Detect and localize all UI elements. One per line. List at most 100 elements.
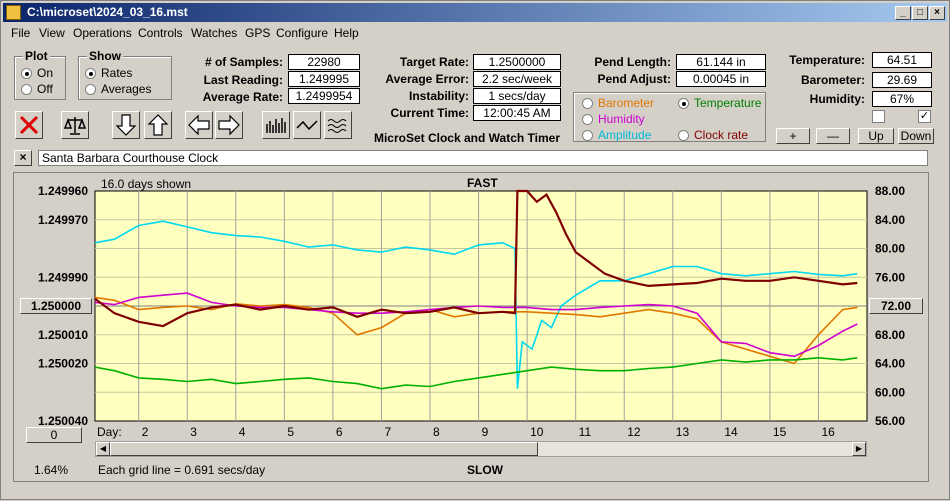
radio-dot	[582, 114, 593, 125]
watch-close-button[interactable]: ×	[14, 150, 32, 166]
show-rates-radio[interactable]: Rates	[85, 66, 132, 80]
days-shown-label: 16.0 days shown	[101, 177, 192, 191]
left-tick-label: 1.250020	[38, 357, 88, 371]
right-tick-label: 56.00	[875, 414, 905, 428]
day-tick-label: 7	[384, 425, 391, 439]
target-rate-field[interactable]: 1.2500000	[473, 54, 561, 70]
minus-button[interactable]: —	[816, 128, 850, 144]
bar-chart-icon	[266, 118, 286, 133]
line-view-button[interactable]	[293, 111, 321, 139]
left-scroll-value[interactable]: 0	[26, 427, 82, 443]
plot-off-radio[interactable]: Off	[21, 82, 53, 96]
menu-gps[interactable]: GPS	[245, 26, 271, 40]
temperature-label: Temperature:	[789, 53, 865, 67]
clock-rate-radio[interactable]: Clock rate	[678, 128, 748, 142]
plus-button[interactable]: +	[776, 128, 810, 144]
show-averages-radio[interactable]: Averages	[85, 82, 151, 96]
env-checkbox-2[interactable]: ✓	[918, 110, 931, 123]
day-label: Day:	[97, 425, 122, 439]
arrow-down-icon	[115, 114, 137, 136]
temperature-radio[interactable]: Temperature	[678, 96, 761, 110]
window-title: C:\microset\2024_03_16.mst	[27, 5, 188, 19]
menu-view[interactable]: View	[39, 26, 65, 40]
stop-button[interactable]	[15, 111, 43, 139]
show-group-title: Show	[87, 49, 123, 63]
center-temp-button[interactable]: 72.00	[869, 298, 923, 314]
barometer-radio[interactable]: Barometer	[582, 96, 654, 110]
right-tick-label: 68.00	[875, 328, 905, 342]
pend-length-field[interactable]: 61.144 in	[676, 54, 766, 70]
day-tick-label: 9	[482, 425, 489, 439]
series-line	[94, 220, 858, 389]
menu-controls[interactable]: Controls	[138, 26, 183, 40]
menu-file[interactable]: File	[11, 26, 31, 40]
show-group: Show Rates Averages	[78, 49, 172, 100]
app-icon	[6, 5, 21, 20]
left-tick-label: 1.250040	[38, 414, 88, 428]
left-tick-label: 1.249970	[38, 213, 88, 227]
instability-field: 1 secs/day	[473, 88, 561, 104]
down-button[interactable]: Down	[898, 128, 934, 144]
last-reading-field: 1.249995	[288, 71, 360, 87]
target-rate-label: Target Rate:	[399, 55, 469, 69]
menu-watches[interactable]: Watches	[191, 26, 238, 40]
watch-name-field[interactable]: Santa Barbara Courthouse Clock	[38, 150, 928, 166]
menu-operations[interactable]: Operations	[73, 26, 132, 40]
wave-view-button[interactable]	[324, 111, 352, 139]
radio-dot	[678, 98, 689, 109]
day-tick-label: 6	[336, 425, 343, 439]
right-tick-label: 84.00	[875, 213, 905, 227]
barometer-field: 29.69	[872, 72, 932, 88]
plot-on-radio[interactable]: On	[21, 66, 53, 80]
day-tick-label: 3	[190, 425, 197, 439]
fast-label: FAST	[467, 176, 498, 190]
series-line	[94, 356, 858, 390]
scroll-thumb[interactable]	[110, 442, 538, 456]
arrow-right-button[interactable]	[215, 111, 243, 139]
day-tick-label: 13	[676, 425, 690, 439]
balance-button[interactable]	[61, 111, 89, 139]
slow-label: SLOW	[467, 463, 503, 477]
last-reading-label: Last Reading:	[203, 73, 283, 87]
pend-length-label: Pend Length:	[594, 55, 671, 69]
arrow-up-button[interactable]	[144, 111, 172, 139]
bars-view-button[interactable]	[262, 111, 290, 139]
radio-dot	[21, 84, 32, 95]
scroll-left-icon[interactable]: ◀	[96, 442, 110, 456]
title-bar: C:\microset\2024_03_16.mst _ □ ×	[3, 3, 947, 22]
arrow-down-button[interactable]	[112, 111, 140, 139]
maximize-button[interactable]: □	[912, 6, 928, 20]
chart-scrollbar[interactable]: ◀ ▶	[95, 441, 867, 457]
center-rate-button[interactable]: 1.250000	[20, 298, 92, 314]
radio-dot	[582, 130, 593, 141]
scroll-right-icon[interactable]: ▶	[852, 442, 866, 456]
right-tick-label: 76.00	[875, 270, 905, 284]
day-tick-label: 14	[724, 425, 738, 439]
app-caption: MicroSet Clock and Watch Timer	[373, 131, 561, 145]
plot-group: Plot On Off	[14, 49, 66, 100]
arrow-left-icon	[188, 114, 210, 136]
humidity-radio[interactable]: Humidity	[582, 112, 645, 126]
series-line	[94, 292, 858, 358]
menu-help[interactable]: Help	[334, 26, 359, 40]
left-tick-label: 1.249990	[38, 270, 88, 284]
close-button[interactable]: ×	[929, 6, 945, 20]
menu-bar: File View Operations Controls Watches GP…	[3, 23, 947, 43]
day-tick-label: 16	[821, 425, 835, 439]
amplitude-radio[interactable]: Amplitude	[582, 128, 651, 142]
radio-dot	[21, 68, 32, 79]
pend-adjust-field[interactable]: 0.00045 in	[676, 71, 766, 87]
day-tick-label: 5	[287, 425, 294, 439]
average-error-field: 2.2 sec/week	[473, 71, 561, 87]
series-line	[94, 189, 858, 328]
up-button[interactable]: Up	[858, 128, 894, 144]
menu-configure[interactable]: Configure	[276, 26, 329, 40]
env-checkbox-1[interactable]	[872, 110, 885, 123]
radio-dot	[678, 130, 689, 141]
left-tick-label: 1.249960	[38, 184, 88, 198]
arrow-left-button[interactable]	[185, 111, 213, 139]
humidity-field: 67%	[872, 91, 932, 107]
minimize-button[interactable]: _	[895, 6, 911, 20]
scale-icon	[63, 117, 87, 135]
